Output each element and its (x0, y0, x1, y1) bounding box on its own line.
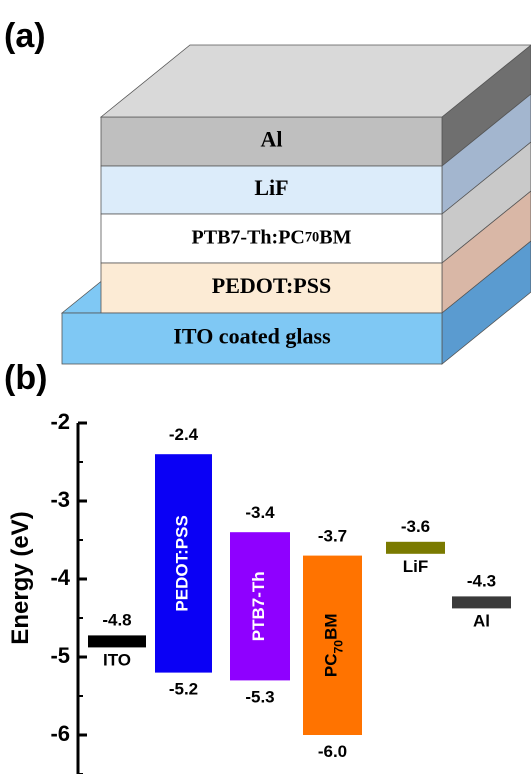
level-value: -3.7 (318, 527, 347, 546)
level-name: PEDOT:PSS (173, 515, 192, 611)
level-value: -3.4 (245, 504, 275, 523)
layer-front (100, 116, 443, 167)
energy-level (386, 541, 445, 554)
layer-front (61, 312, 443, 365)
layer-front (100, 165, 443, 215)
stack-top (99, 44, 531, 118)
level-value: -2.4 (169, 426, 199, 445)
level-name: Al (473, 612, 490, 631)
panel-label: (a) (4, 17, 46, 55)
y-tick-label: -6 (50, 721, 70, 746)
layer-front (100, 213, 443, 264)
layer-label: PEDOT:PSS (212, 273, 331, 298)
panel-label: (b) (4, 359, 47, 397)
level-value: -5.3 (245, 688, 274, 707)
y-tick-label: -2 (50, 409, 70, 434)
energy-diagram: -2 -3 -4 -5 -6 Energy (eV) -4.8 ITO -2.4 -5.2 PEDO… (7, 409, 511, 774)
layer-label: Al (261, 127, 283, 152)
layer-label: PTB7-Th:PC70BM (192, 226, 352, 248)
level-value: -3.6 (401, 517, 430, 536)
level-name: PC70BM (322, 613, 346, 677)
level-name: LiF (403, 557, 429, 576)
y-tick-label: -3 (50, 487, 70, 512)
level-name: ITO (103, 651, 131, 670)
level-name: PTB7-Th (249, 571, 268, 641)
energy-band (155, 454, 212, 673)
energy-level (452, 596, 511, 609)
energy-level (88, 635, 146, 648)
y-axis-title: Energy (eV) (7, 511, 34, 644)
level-value: -6.0 (318, 742, 347, 761)
y-tick-label: -5 (50, 643, 70, 668)
level-value: -4.8 (102, 611, 131, 630)
y-tick-label: -4 (50, 565, 70, 590)
level-value: -4.3 (467, 572, 496, 591)
energy-band (303, 555, 362, 735)
device-stack: Al LiF PTB7-Th:PC70BM PEDOT:PSS ITO coated g… (60, 44, 531, 365)
level-value: -5.2 (169, 680, 198, 699)
layer-label: LiF (254, 175, 288, 200)
layer-label: ITO coated glass (173, 324, 331, 349)
energy-band (230, 532, 290, 681)
